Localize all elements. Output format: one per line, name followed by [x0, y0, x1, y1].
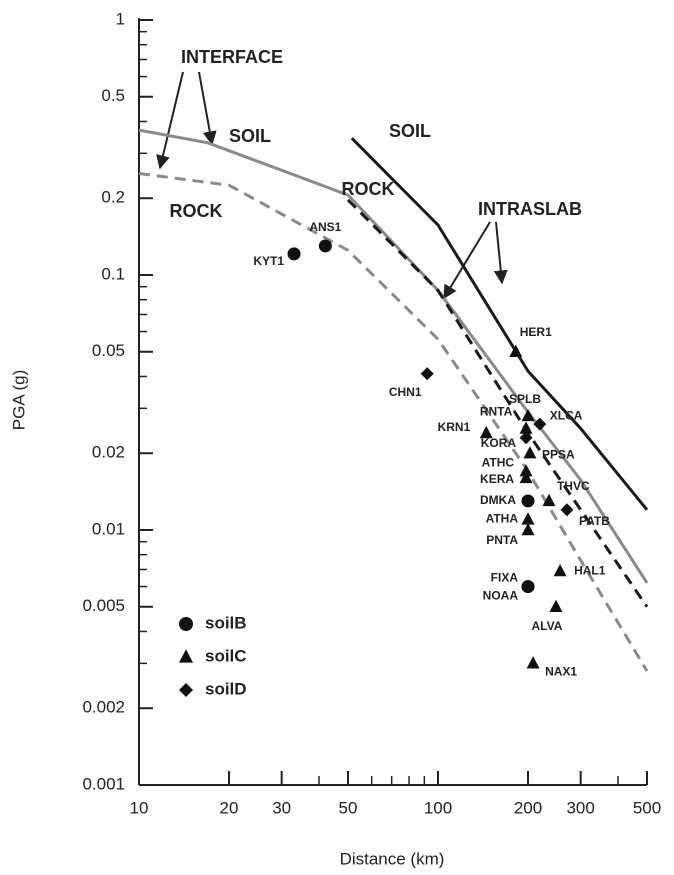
y-tick-label: 0.01: [92, 519, 125, 538]
legend-label: soilC: [205, 646, 247, 665]
curve: [350, 137, 649, 511]
point: [521, 408, 535, 422]
point: [542, 493, 556, 507]
point: [523, 446, 537, 459]
annotation: SOIL: [389, 121, 431, 141]
point: [526, 656, 540, 669]
point-label: KORA: [481, 436, 517, 450]
y-tick-label: 0.1: [101, 264, 125, 283]
y-tick-label: 0.001: [82, 774, 125, 793]
point-label: HAL1: [574, 563, 606, 577]
y-tick-label: 0.2: [101, 188, 125, 207]
point-label: KERA: [480, 472, 514, 486]
point-label: ANS1: [309, 220, 341, 234]
point: [533, 417, 547, 431]
x-tick-label: 500: [633, 798, 661, 817]
point-label: THVC: [557, 479, 590, 493]
point-label: SPLB: [509, 392, 541, 406]
point: [560, 503, 574, 517]
y-tick-label: 1: [116, 9, 125, 28]
y-tick-label: 0.02: [92, 443, 125, 462]
point-label: NAX1: [545, 665, 577, 679]
point: [479, 425, 493, 439]
arrow: [198, 71, 217, 146]
point-label: PPSA: [542, 447, 575, 461]
point-label: ATHC: [482, 455, 515, 469]
point-label: PNTA: [486, 533, 518, 547]
legend-label: soilB: [205, 613, 247, 632]
arrow: [493, 221, 508, 285]
x-tick-label: 200: [514, 798, 542, 817]
legend-label: soilD: [205, 679, 247, 698]
point: [519, 431, 533, 445]
point: [521, 494, 535, 508]
annotation: INTERFACE: [181, 47, 283, 67]
y-tick-label: 0.005: [82, 596, 125, 615]
annotation: SOIL: [229, 126, 271, 146]
point-label: DMKA: [480, 493, 516, 507]
point: [521, 580, 535, 594]
point: [519, 470, 533, 484]
y-tick-label: 0.5: [101, 86, 125, 105]
x-tick-label: 100: [424, 798, 452, 817]
x-tick-label: 30: [272, 798, 291, 817]
point: [318, 239, 332, 253]
x-axis-label: Distance (km): [340, 849, 445, 868]
legend-marker: [179, 617, 193, 631]
x-tick-label: 50: [339, 798, 358, 817]
arrow: [443, 221, 491, 300]
point: [521, 522, 535, 536]
point-label: CHN1: [389, 385, 422, 399]
point: [509, 344, 523, 357]
arrow: [156, 71, 184, 170]
point-label: PATB: [579, 514, 610, 528]
point-label: ALVA: [532, 619, 563, 633]
y-tick-label: 0.002: [82, 698, 125, 717]
y-tick-label: 0.05: [92, 341, 125, 360]
point: [549, 599, 563, 612]
point-label: KRN1: [438, 420, 471, 434]
annotation: ROCK: [170, 201, 223, 221]
x-tick-label: 300: [566, 798, 594, 817]
curve: [138, 172, 649, 672]
legend-marker: [179, 683, 193, 697]
point: [521, 512, 535, 525]
point-label: XLCA: [550, 408, 583, 422]
annotation: INTRASLAB: [478, 199, 582, 219]
x-tick-label: 20: [220, 798, 239, 817]
point-label: HER1: [520, 325, 552, 339]
point-label: RNTA: [480, 405, 513, 419]
point: [519, 464, 533, 477]
point: [553, 563, 567, 577]
x-tick-label: 10: [130, 798, 149, 817]
point-label: NOAA: [483, 589, 519, 603]
point: [519, 421, 533, 434]
annotation: ROCK: [342, 179, 395, 199]
arrows: [156, 71, 508, 300]
y-axis-label: PGA (g): [9, 370, 28, 430]
legend-marker: [179, 649, 193, 663]
point-label: ATHA: [486, 512, 519, 526]
point: [287, 247, 301, 261]
point-label: KYT1: [253, 254, 284, 268]
point-label: FIXA: [491, 571, 519, 585]
point: [420, 367, 434, 381]
